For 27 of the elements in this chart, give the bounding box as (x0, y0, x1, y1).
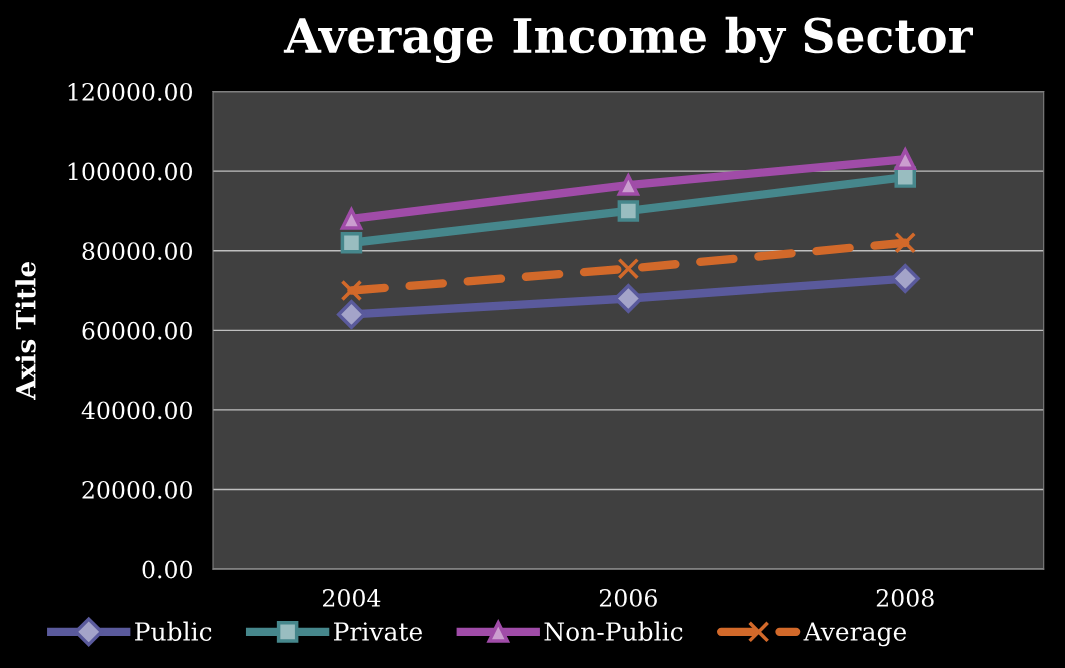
point (340, 279, 363, 302)
y-tick-label: 40000.00 (81, 401, 192, 420)
x-tick-label: 2008 (876, 589, 934, 607)
x-tick-label: 2006 (599, 589, 657, 607)
point (613, 283, 643, 313)
legend-label: Average (803, 622, 907, 647)
point (894, 231, 917, 254)
point (617, 257, 640, 280)
y-axis-title: Axis Title (15, 262, 36, 400)
legend-label: Public (135, 621, 212, 641)
point (890, 264, 920, 294)
point (336, 299, 366, 329)
y-tick-label: 80000.00 (82, 242, 192, 261)
point (617, 174, 640, 196)
legend-label: Private (334, 622, 423, 641)
point (617, 200, 640, 222)
legend-label: Non-Public (544, 621, 683, 641)
y-tick-label: 100000.00 (68, 162, 192, 181)
chart-title: Average Income by Sector (283, 16, 973, 64)
point (340, 231, 363, 254)
y-tick-label: 60000.00 (82, 321, 192, 340)
point (894, 148, 917, 170)
y-tick-label: 20000.00 (82, 480, 192, 499)
point (340, 208, 363, 230)
y-tick-label: 120000.00 (68, 82, 192, 101)
x-tick-label: 2004 (323, 589, 381, 607)
y-tick-label: 0.00 (142, 560, 192, 579)
